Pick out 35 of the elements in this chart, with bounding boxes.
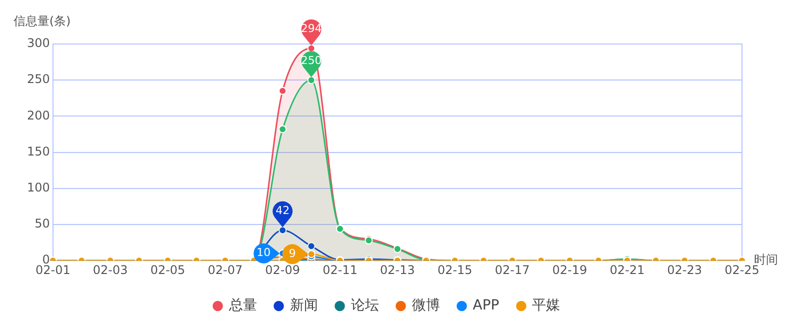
y-axis-title: 信息量(条) (13, 14, 71, 28)
x-tick-label: 02-03 (92, 262, 128, 277)
x-tick-label: 02-13 (380, 262, 415, 277)
x-tick-label: 02-21 (610, 262, 645, 277)
data-label: 294 (300, 22, 322, 36)
legend-label: 总量 (228, 298, 257, 314)
x-tick-label: 02-07 (208, 262, 243, 277)
legend-label: 新闻 (290, 298, 318, 314)
legend-label: APP (472, 298, 500, 314)
x-tick-label: 02-23 (667, 262, 702, 277)
x-tick-label: 02-15 (437, 262, 472, 277)
point (307, 44, 316, 52)
data-label: 42 (276, 204, 290, 218)
point (278, 226, 287, 234)
x-tick-label: 02-01 (35, 262, 70, 277)
x-tick-label: 02-05 (150, 262, 186, 277)
data-label: 9 (288, 246, 296, 260)
legend-label: 微博 (412, 298, 440, 314)
y-tick-label: 150 (27, 144, 50, 158)
point (307, 76, 316, 84)
legend-label: 论坛 (350, 298, 379, 314)
y-tick-label: 100 (27, 180, 50, 195)
y-tick-label: 250 (27, 72, 50, 86)
legend-label: 平媒 (532, 298, 560, 314)
y-tick-label: 300 (27, 36, 50, 50)
point (278, 125, 287, 134)
x-tick-label: 02-19 (552, 262, 588, 277)
y-tick-label: 50 (34, 216, 50, 231)
data-label: 250 (300, 54, 322, 67)
y-tick-label: 200 (27, 108, 50, 122)
data-label: 10 (256, 246, 271, 260)
point (278, 86, 287, 95)
x-tick-label: 02-11 (322, 262, 358, 277)
x-tick-label: 02-17 (494, 262, 530, 277)
x-tick-label: 02-09 (265, 262, 300, 277)
